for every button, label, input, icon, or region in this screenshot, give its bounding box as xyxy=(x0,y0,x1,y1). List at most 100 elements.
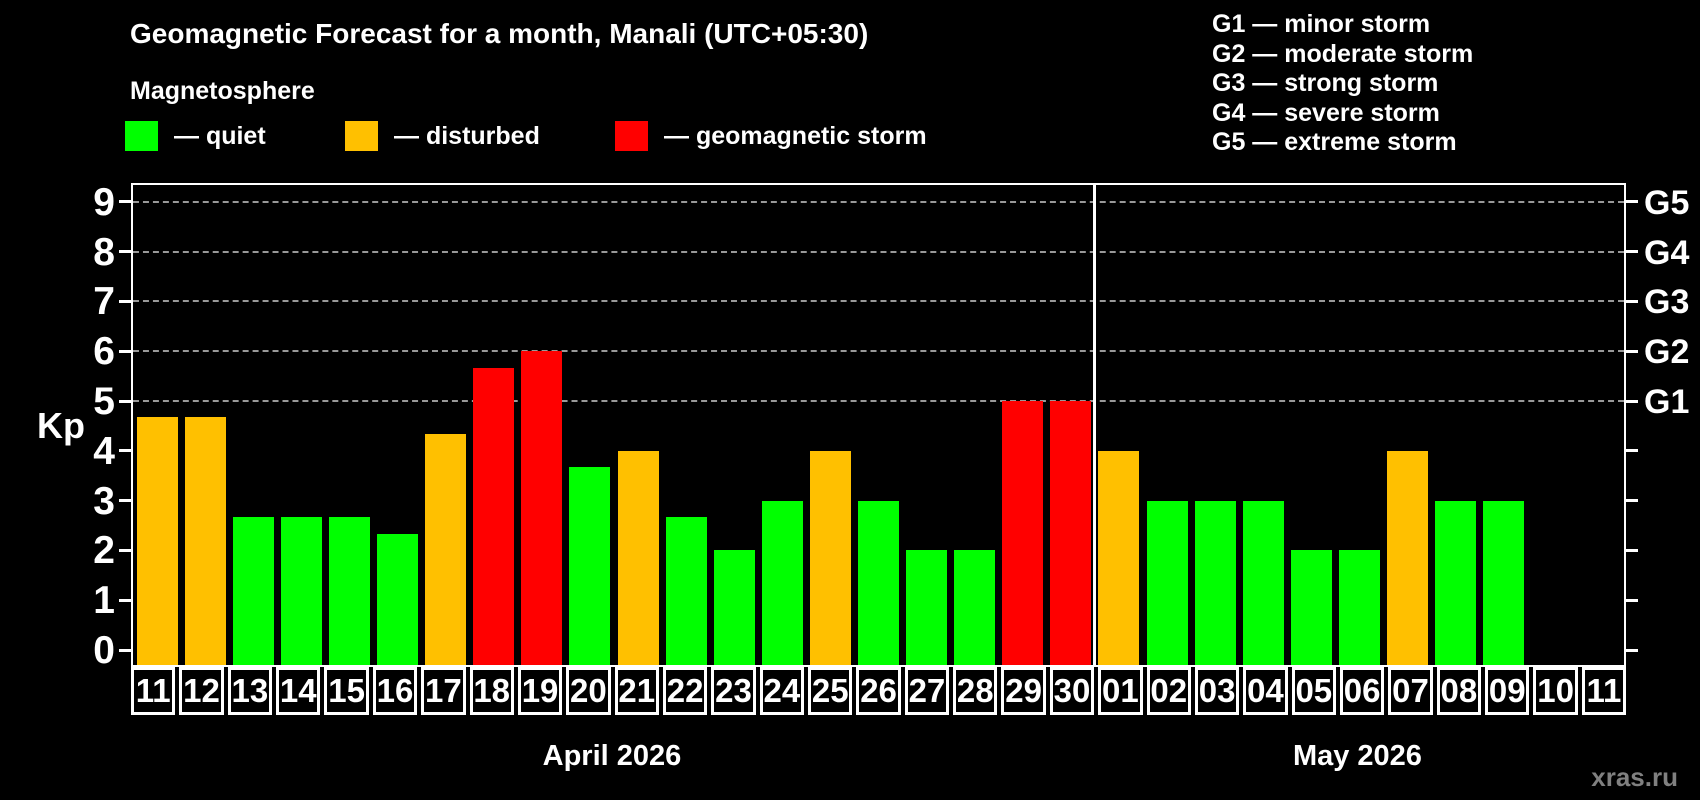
kp-bar-april-16 xyxy=(377,533,419,665)
kp-bar-april-17 xyxy=(425,434,467,665)
day-cell-06: 06 xyxy=(1339,667,1385,715)
day-cell-22: 22 xyxy=(662,667,708,715)
kp-bar-april-11 xyxy=(136,417,178,665)
y-axis-label-9: 9 xyxy=(93,180,115,224)
day-cell-18: 18 xyxy=(469,667,514,715)
month-divider xyxy=(1093,185,1097,665)
day-cell-09: 09 xyxy=(1485,667,1530,715)
legend-item-disturbed: — disturbed xyxy=(345,120,540,152)
y-axis-tick-2 xyxy=(119,548,131,552)
day-cell-01: 01 xyxy=(1098,667,1143,715)
day-cell-19: 19 xyxy=(517,667,563,715)
kp-bar-april-19 xyxy=(521,351,563,665)
y-axis-tick-6 xyxy=(119,349,131,353)
kp-bar-may-02 xyxy=(1146,500,1188,665)
right-axis-label-G1: G1 xyxy=(1644,383,1690,421)
day-cell-03: 03 xyxy=(1194,667,1240,715)
y-axis-tick-5 xyxy=(119,399,131,403)
day-cell-25: 25 xyxy=(808,667,853,715)
kp-bar-april-29 xyxy=(1002,401,1044,665)
y-axis-tick-8 xyxy=(119,250,131,254)
day-cell-11: 11 xyxy=(1581,667,1627,715)
y-axis-tick-4 xyxy=(119,449,131,453)
kp-bar-april-14 xyxy=(280,517,322,665)
day-cell-17: 17 xyxy=(421,667,466,715)
day-cell-16: 16 xyxy=(372,667,418,715)
watermark: xras.ru xyxy=(1591,762,1678,792)
kp-bar-april-25 xyxy=(809,450,851,665)
day-cell-02: 02 xyxy=(1146,667,1191,715)
y-axis-tick-1 xyxy=(119,598,131,602)
right-axis-tick-7 xyxy=(1626,299,1638,303)
day-cell-14: 14 xyxy=(276,667,321,715)
kp-bar-may-08 xyxy=(1435,500,1477,665)
gridline-kp8 xyxy=(133,250,1624,253)
month-label-may: May 2026 xyxy=(1292,740,1422,772)
day-cell-13: 13 xyxy=(227,667,273,715)
y-axis-label-1: 1 xyxy=(93,579,115,623)
kp-bar-april-18 xyxy=(473,367,515,665)
day-cell-21: 21 xyxy=(614,667,659,715)
g-legend-line-5: G5 — extreme storm xyxy=(1212,128,1457,156)
kp-bar-may-09 xyxy=(1483,500,1525,665)
right-axis-tick-3 xyxy=(1626,499,1638,503)
y-axis-title: Kp xyxy=(37,405,85,446)
kp-bar-april-20 xyxy=(569,467,611,665)
day-cell-27: 27 xyxy=(904,667,950,715)
gridline-kp6 xyxy=(133,350,1624,353)
day-cell-15: 15 xyxy=(324,667,369,715)
day-cell-08: 08 xyxy=(1436,667,1482,715)
day-label-row: 11 12 13 14 15 16 17 18 19 20 21 22 23 24 25 26 27 28 29 30… xyxy=(131,667,1627,715)
legend-label-disturbed: — disturbed xyxy=(394,121,540,150)
right-axis-tick-0 xyxy=(1626,648,1638,652)
right-axis-tick-2 xyxy=(1626,548,1638,552)
legend-item-storm: — geomagnetic storm xyxy=(615,120,927,152)
right-axis-tick-5 xyxy=(1626,399,1638,403)
gridline-kp7 xyxy=(133,300,1624,303)
kp-bar-may-04 xyxy=(1242,500,1284,665)
kp-bar-may-03 xyxy=(1194,500,1236,665)
day-cell-20: 20 xyxy=(566,667,611,715)
right-axis-tick-9 xyxy=(1626,200,1638,204)
kp-bar-april-27 xyxy=(906,550,948,665)
right-axis-label-G3: G3 xyxy=(1644,283,1690,322)
legend-label-quiet: — quiet xyxy=(174,121,266,150)
kp-bar-april-21 xyxy=(617,450,659,665)
right-axis-label-G2: G2 xyxy=(1644,333,1690,372)
quiet-swatch-icon xyxy=(125,121,158,151)
day-cell-28: 28 xyxy=(953,667,998,715)
chart-subtitle: Magnetosphere xyxy=(130,77,315,105)
disturbed-swatch-icon xyxy=(345,121,378,151)
right-axis-label-G5: G5 xyxy=(1644,183,1690,222)
day-cell-12: 12 xyxy=(179,667,224,715)
y-axis-tick-0 xyxy=(119,648,131,652)
kp-bar-may-01 xyxy=(1098,450,1140,665)
day-cell-30: 30 xyxy=(1049,667,1095,715)
gridline-kp9 xyxy=(133,200,1624,203)
day-cell-07: 07 xyxy=(1388,667,1433,715)
y-axis-tick-9 xyxy=(119,200,131,204)
kp-bar-april-12 xyxy=(184,417,226,665)
kp-bar-may-05 xyxy=(1290,550,1332,665)
day-cell-10: 10 xyxy=(1533,667,1578,715)
kp-bar-april-26 xyxy=(858,500,899,665)
right-axis-label-G4: G4 xyxy=(1644,233,1690,272)
right-axis-tick-8 xyxy=(1626,250,1638,254)
day-cell-04: 04 xyxy=(1243,667,1288,715)
day-cell-11: 11 xyxy=(131,667,176,715)
storm-swatch-icon xyxy=(615,121,648,151)
kp-bar-april-23 xyxy=(713,550,755,665)
right-axis-tick-1 xyxy=(1626,598,1638,602)
kp-bar-april-30 xyxy=(1050,401,1092,665)
day-cell-24: 24 xyxy=(759,667,805,715)
day-cell-26: 26 xyxy=(856,667,901,715)
g-legend-line-2: G2 — moderate storm xyxy=(1212,39,1474,68)
y-axis-label-3: 3 xyxy=(93,479,115,523)
right-axis-tick-6 xyxy=(1626,349,1638,353)
day-cell-23: 23 xyxy=(711,667,756,715)
y-axis-tick-3 xyxy=(119,499,131,503)
y-axis-label-2: 2 xyxy=(93,529,115,573)
y-axis-label-0: 0 xyxy=(93,629,115,672)
y-axis-label-6: 6 xyxy=(93,330,115,374)
day-cell-29: 29 xyxy=(1001,667,1046,715)
